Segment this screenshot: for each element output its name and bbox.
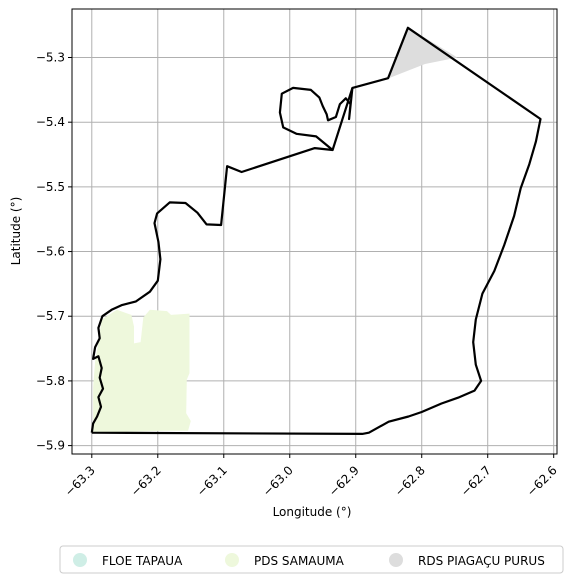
legend-label: FLOE TAPAUA — [102, 554, 183, 568]
y-tick-label: −5.6 — [36, 245, 65, 259]
legend-item: PDS SAMAUMA — [225, 553, 345, 568]
legend: FLOE TAPAUA PDS SAMAUMA RDS PIAGAÇU PURUS — [59, 545, 564, 574]
area-pds-samauma — [93, 309, 191, 433]
legend-marker — [389, 553, 403, 567]
area-rds-piaga-u-purus — [388, 27, 458, 79]
legend-marker — [73, 553, 87, 567]
y-tick-label: −5.7 — [36, 309, 65, 323]
legend-box — [59, 545, 564, 574]
legend-label: PDS SAMAUMA — [254, 554, 345, 568]
boundary-outline — [90, 26, 542, 435]
legend-item: RDS PIAGAÇU PURUS — [389, 553, 545, 568]
plot-frame — [71, 8, 558, 455]
river-loop-boundary — [278, 86, 354, 151]
region-boundary — [90, 26, 542, 435]
legend-areas — [93, 27, 458, 433]
y-tick-label: −5.5 — [36, 180, 65, 194]
y-tick-label: −5.3 — [36, 51, 65, 65]
x-axis-label: Longitude (°) — [273, 505, 352, 519]
y-axis-label: Latitude (°) — [9, 197, 23, 266]
y-tick-label: −5.9 — [36, 439, 65, 453]
y-tick-label: −5.8 — [36, 374, 65, 388]
legend-label: RDS PIAGAÇU PURUS — [418, 554, 545, 568]
legend-item: FLOE TAPAUA — [73, 553, 183, 568]
legend-marker — [225, 553, 239, 567]
y-tick-label: −5.4 — [36, 115, 65, 129]
